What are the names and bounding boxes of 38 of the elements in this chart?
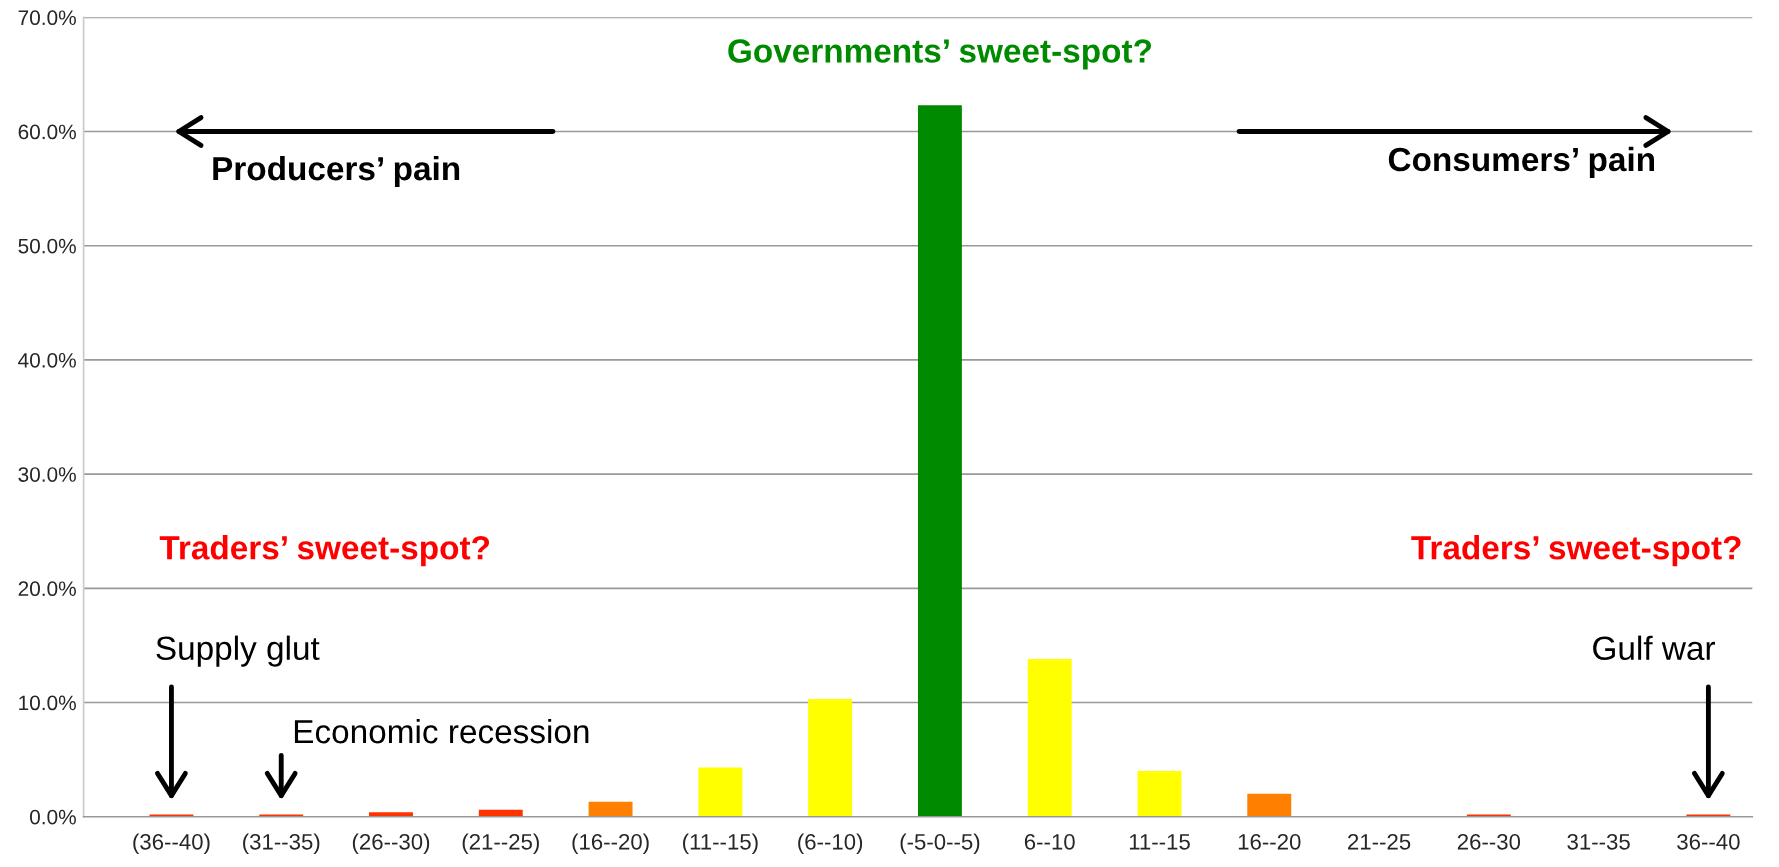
annotation: Traders’ sweet-spot? (1411, 535, 1741, 567)
x-tick-label: 26--30 (1457, 833, 1521, 850)
y-tick-label: 40.0% (18, 352, 76, 368)
y-tick-label: 70.0% (18, 10, 76, 26)
x-tick-label: (16--20) (572, 833, 649, 855)
x-tick-label: 36--40 (1677, 833, 1740, 850)
x-tick-label: 6--10 (1024, 833, 1075, 850)
x-tick-label: (31--35) (243, 833, 320, 855)
x-tick-label: 31--35 (1567, 833, 1630, 850)
annotation: Governments’ sweet-spot? (728, 39, 1152, 70)
bar (1137, 771, 1182, 817)
annotation: Traders’ sweet-spot? (159, 535, 490, 567)
y-tick-label: 30.0% (18, 467, 76, 482)
bar (1247, 793, 1292, 817)
x-tick-label: 16--20 (1238, 833, 1301, 850)
annotation: Producers’ pain (213, 155, 460, 188)
annotation: Consumers’ pain (1388, 146, 1655, 178)
bar (808, 699, 853, 817)
x-tick-label: 11--15 (1129, 834, 1190, 850)
y-tick-label: 0.0% (30, 809, 76, 825)
bar (917, 105, 962, 817)
x-tick-label: (26--30) (352, 833, 430, 855)
bar (698, 767, 743, 817)
x-tick-label: (21--25) (462, 833, 539, 855)
x-tick-label: 21--25 (1348, 833, 1411, 850)
x-tick-label: (11--15) (683, 833, 758, 855)
bar (1027, 659, 1072, 817)
y-tick-label: 10.0% (19, 695, 76, 711)
annotation: Supply glut (156, 635, 320, 667)
x-tick-label: (6--10) (798, 833, 863, 855)
bar (588, 801, 633, 817)
y-tick-label: 50.0% (18, 238, 76, 254)
annotation: Gulf war (1593, 635, 1716, 661)
x-tick-label: (-5-0--5) (900, 833, 980, 855)
annotation: Economic recession (294, 718, 589, 744)
y-tick-label: 60.0% (18, 124, 76, 140)
x-tick-label: (36--40) (133, 833, 210, 855)
y-tick-label: 20.0% (18, 581, 76, 597)
